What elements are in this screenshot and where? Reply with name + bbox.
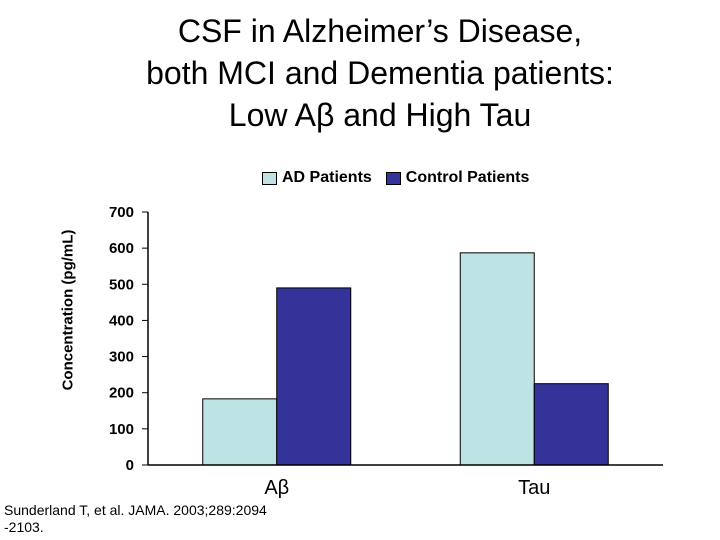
bar-ad-1 [459, 252, 535, 466]
title-line-2: both MCI and Dementia patients: [146, 55, 614, 91]
legend-label-ad: AD Patients [282, 169, 372, 186]
bar-control-0 [276, 287, 352, 466]
y-tick-label: 100 [109, 421, 134, 438]
slide-title: CSF in Alzheimer’s Disease, both MCI and… [0, 10, 720, 136]
x-category-label: Tau [518, 477, 550, 499]
y-tick-label: 600 [109, 240, 134, 257]
bar-control-1 [533, 383, 609, 466]
chart-legend: AD Patients Control Patients [262, 168, 543, 188]
source-line-2: -2103. [4, 519, 44, 535]
title-line-1: CSF in Alzheimer’s Disease, [177, 13, 583, 49]
legend-label-control: Control Patients [405, 169, 530, 186]
y-tick-label: 400 [109, 312, 134, 329]
y-tick-label: 700 [109, 204, 134, 221]
y-tick-label: 500 [109, 276, 134, 293]
y-tick-label: 200 [109, 385, 134, 402]
legend-swatch-control [385, 171, 401, 185]
source-citation: Sunderland T, et al. JAMA. 2003;289:2094… [4, 502, 267, 536]
y-tick-label: 0 [126, 457, 134, 474]
legend-item-control: Control Patients [385, 169, 530, 187]
legend-swatch-ad [262, 171, 277, 185]
legend-item-ad: AD Patients [262, 169, 372, 187]
x-category-label: Aβ [264, 477, 289, 499]
title-line-3: Low Aβ and High Tau [228, 97, 532, 133]
source-line-1: Sunderland T, et al. JAMA. 2003;289:2094 [4, 502, 267, 518]
y-tick-label: 300 [109, 349, 134, 366]
bar-ad-0 [202, 398, 278, 466]
